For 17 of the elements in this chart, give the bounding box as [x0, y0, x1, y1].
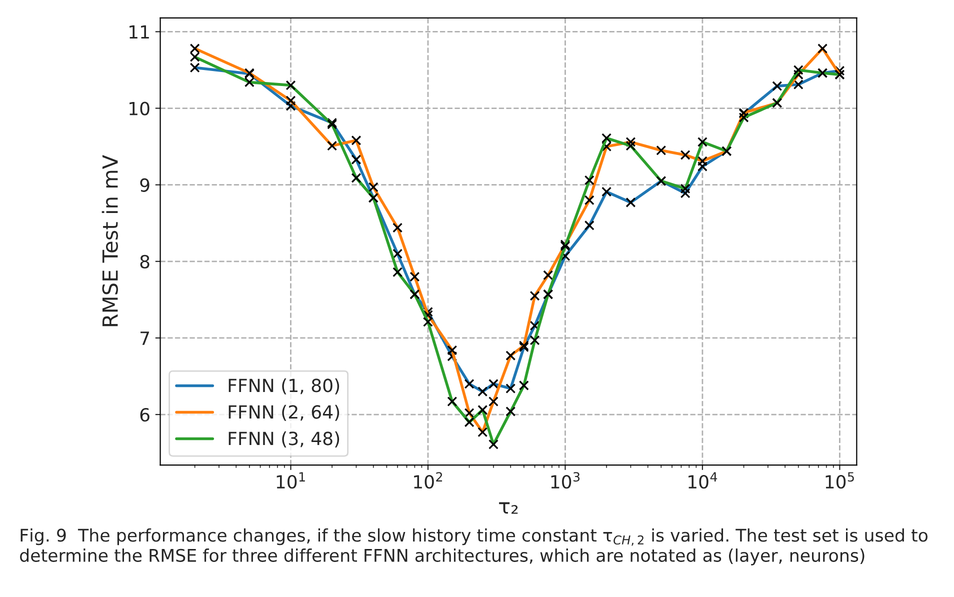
y-tick-label: 11 [130, 25, 149, 39]
legend-label: FFNN (1, 80) [228, 378, 340, 394]
x-tick-label: 10$^{5}$ [826, 472, 854, 489]
y-tick-label: 10 [130, 102, 150, 116]
legend-label: FFNN (3, 48) [228, 431, 340, 448]
y-axis-title: RMSE Test in mV [102, 155, 118, 326]
x-tick-label: 10$^{2}$ [414, 472, 442, 489]
x-axis-title: τ₂ [499, 502, 518, 514]
y-tick-label: 8 [140, 254, 150, 269]
x-tick-label: 10$^{4}$ [688, 472, 718, 489]
y-tick-label: 6 [140, 408, 150, 422]
y-tick-label: 9 [140, 178, 150, 192]
x-tick-label: 10$^{1}$ [276, 472, 305, 489]
caption: Fig. 9 The performance changes, if the slow history time constant τ$_{CH,2}$ is varied. The test set is used to determine the RMSE for three different FFNN architectures, which are notated as (layer, neurons) [20, 528, 928, 566]
y-tick-label: 7 [140, 332, 150, 345]
x-tick-label: 10$^{3}$ [551, 472, 580, 489]
legend-label: FFNN (2, 64) [228, 404, 340, 421]
